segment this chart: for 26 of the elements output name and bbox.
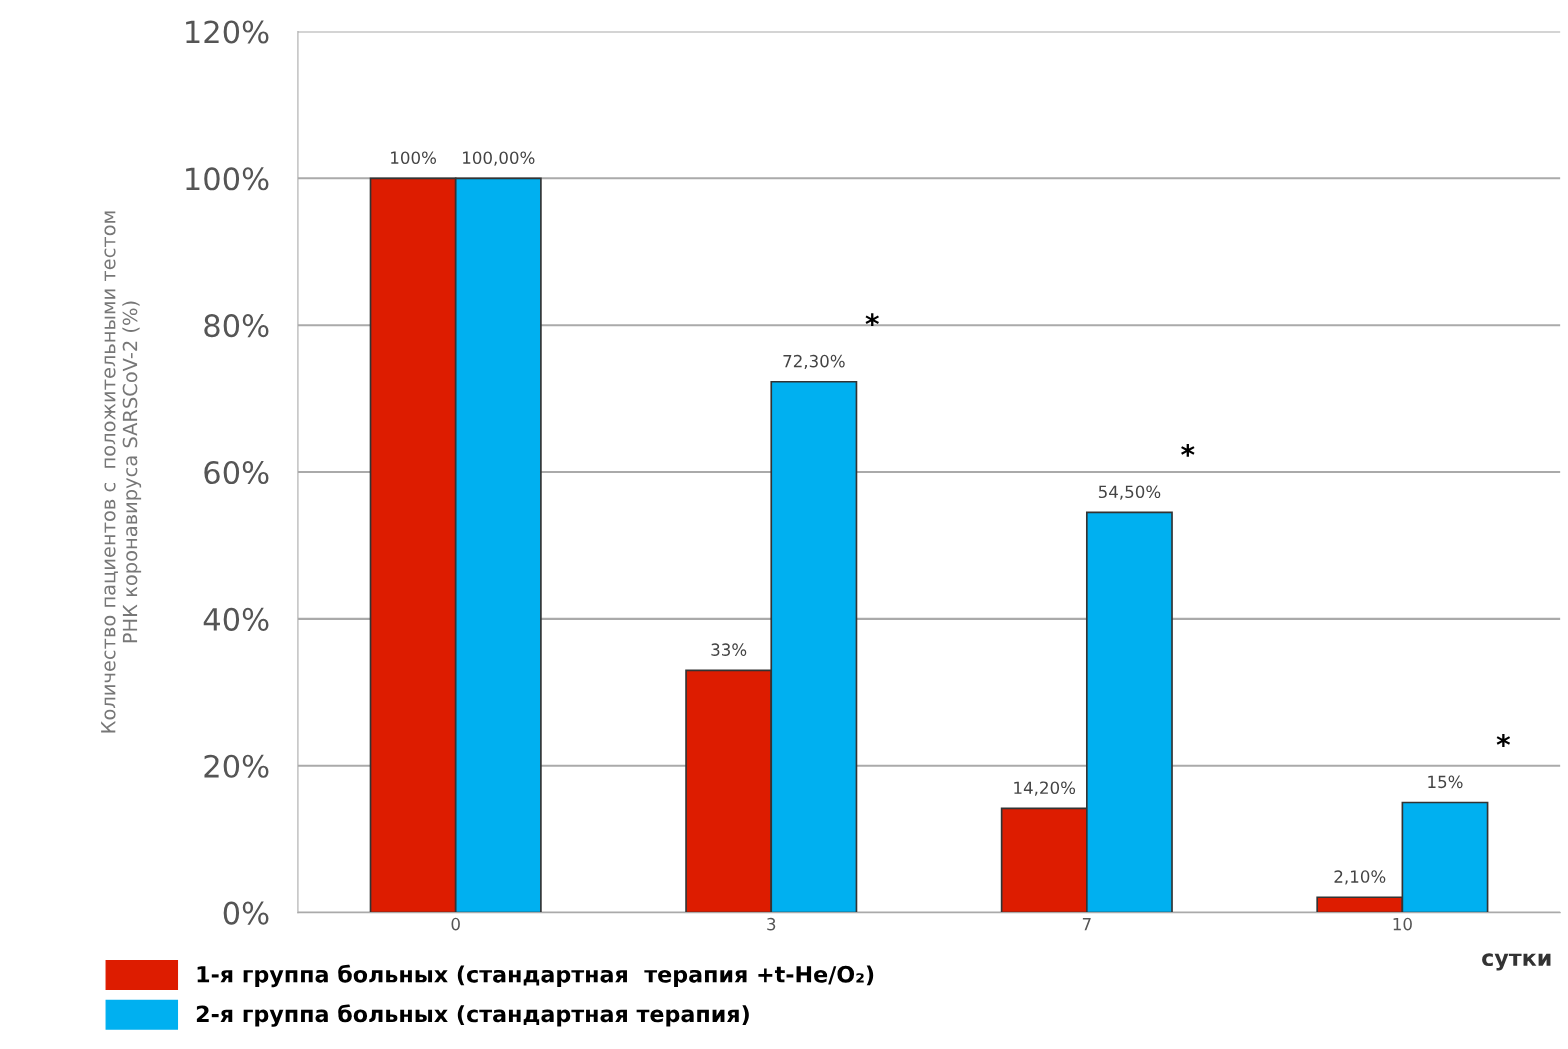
x-tick-label: 10 — [1393, 917, 1412, 931]
y-tick-label: 100% — [186, 167, 269, 191]
annotation: * — [1181, 443, 1195, 457]
data-label: 72,30% — [783, 354, 845, 370]
y-tick-label: 60% — [204, 460, 269, 485]
x-axis-title: сутки — [1482, 953, 1551, 971]
x-tick-label: 0 — [451, 917, 460, 931]
y-tick-label: 120% — [186, 20, 269, 44]
y-tick-label: 20% — [204, 754, 269, 778]
x-tick-label: 3 — [767, 917, 776, 931]
data-label: 15% — [1428, 775, 1463, 789]
y-axis-title: Количество пациентов с положительными тестом РНК коронавируса SARSCoV-2 (%) — [101, 211, 142, 733]
x-tick-label: 7 — [1082, 918, 1091, 931]
y-tick-label: 40% — [203, 607, 269, 631]
annotation: * — [1496, 733, 1511, 747]
data-label: 33% — [711, 643, 747, 656]
y-tick-label: 0% — [223, 901, 269, 925]
annotation: * — [865, 313, 879, 327]
legend-label: 2-я группа больных (стандартная терапия) — [196, 1004, 749, 1027]
data-label: 14,20% — [1014, 781, 1076, 796]
data-label: 100,00% — [463, 151, 535, 166]
data-label: 54,50% — [1098, 485, 1161, 500]
data-label: 2,10% — [1334, 870, 1386, 885]
legend-label: 1-я группа больных (стандартная терапия +t-He/O₂) — [197, 964, 874, 988]
data-label: 100% — [391, 151, 436, 164]
y-tick-label: 80% — [204, 314, 269, 338]
